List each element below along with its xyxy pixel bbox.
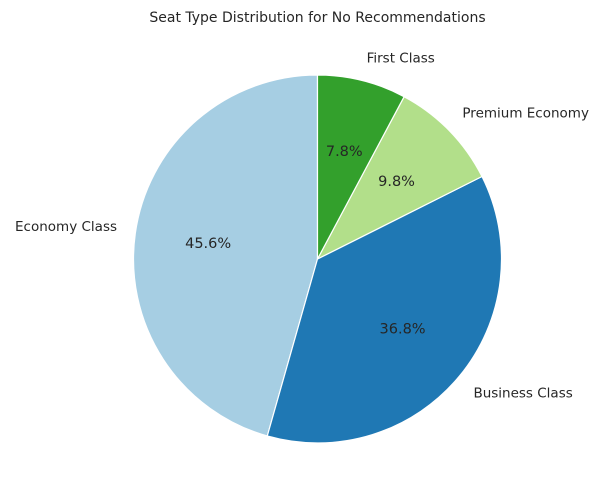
pie-slice-premium-economy [316,96,483,260]
pct-label-economy-class: 45.6% [185,236,231,252]
pie-slice-economy-class [132,74,319,437]
pct-label-premium-economy: 9.8% [378,174,415,190]
slice-label-premium-economy: Premium Economy [462,106,589,122]
slice-label-economy-class: Economy Class [15,219,117,235]
slice-label-first-class: First Class [367,51,435,67]
pie-slice-first-class [316,74,405,260]
pct-label-business-class: 36.8% [380,321,426,337]
chart-title: Seat Type Distribution for No Recommenda… [149,10,485,26]
pct-label-first-class: 7.8% [326,144,363,160]
slice-label-business-class: Business Class [473,386,572,402]
pie-slice-business-class [266,175,503,444]
